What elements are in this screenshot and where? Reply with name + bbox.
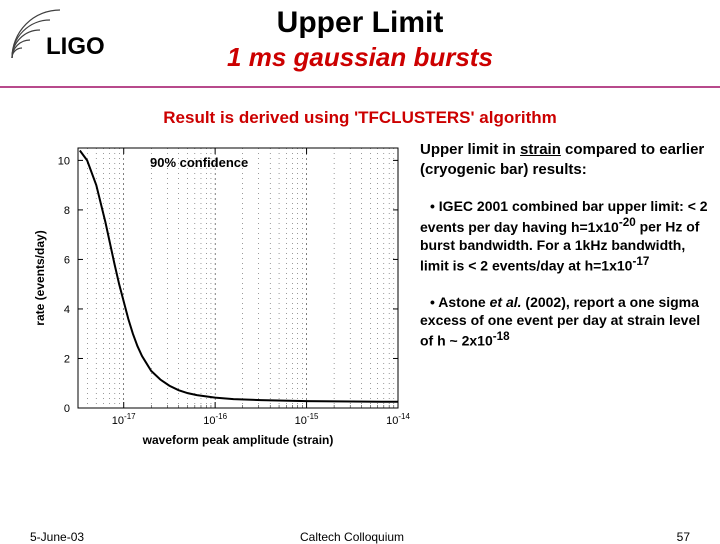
rate-vs-amplitude-chart: 0 2 4 6 8 10 10-17 10-16 10-15 10-14 waveform peak… xyxy=(30,140,410,450)
svg-text:6: 6 xyxy=(64,254,70,266)
compare-head-1: Upper limit in xyxy=(420,141,520,158)
ligo-logo: LIGO xyxy=(10,8,130,68)
svg-text:rate (events/day): rate (events/day) xyxy=(33,230,47,325)
bullet2-exp: -18 xyxy=(493,330,510,343)
svg-text:10: 10 xyxy=(58,155,70,167)
bullet1-exp2: -17 xyxy=(632,255,649,268)
svg-text:0: 0 xyxy=(64,403,70,415)
comparison-heading: Upper limit in strain compared to earlie… xyxy=(420,140,710,179)
bullet1-exp1: -20 xyxy=(619,216,636,229)
bullet2-ital: et al. xyxy=(490,294,522,310)
title-underline xyxy=(0,86,720,88)
svg-text:waveform peak amplitude (strai: waveform peak amplitude (strain) xyxy=(142,433,334,447)
confidence-label: 90% confidence xyxy=(150,155,248,170)
svg-text:4: 4 xyxy=(64,304,70,316)
logo-text: LIGO xyxy=(46,33,105,60)
footer-page: 57 xyxy=(677,530,690,544)
svg-text:10-15: 10-15 xyxy=(295,412,319,427)
content-area: 0 2 4 6 8 10 10-17 10-16 10-15 10-14 waveform peak… xyxy=(0,140,720,500)
svg-text:10-16: 10-16 xyxy=(203,412,227,427)
footer-venue: Caltech Colloquium xyxy=(300,530,404,544)
svg-text:10-14: 10-14 xyxy=(386,412,410,427)
svg-text:10-17: 10-17 xyxy=(112,412,136,427)
bullet-igec: • IGEC 2001 combined bar upper limit: < … xyxy=(420,197,710,275)
comparison-text: Upper limit in strain compared to earlie… xyxy=(420,140,710,350)
result-statement: Result is derived using 'TFCLUSTERS' alg… xyxy=(0,108,720,128)
footer-date: 5-June-03 xyxy=(30,530,84,544)
compare-head-strain: strain xyxy=(520,141,561,158)
slide-header: LIGO Upper Limit 1 ms gaussian bursts xyxy=(0,0,720,90)
svg-text:2: 2 xyxy=(64,353,70,365)
bullet2-pre: • Astone xyxy=(420,294,490,310)
svg-text:8: 8 xyxy=(64,205,70,217)
bullet-astone: • Astone et al. (2002), report a one sig… xyxy=(420,293,710,350)
